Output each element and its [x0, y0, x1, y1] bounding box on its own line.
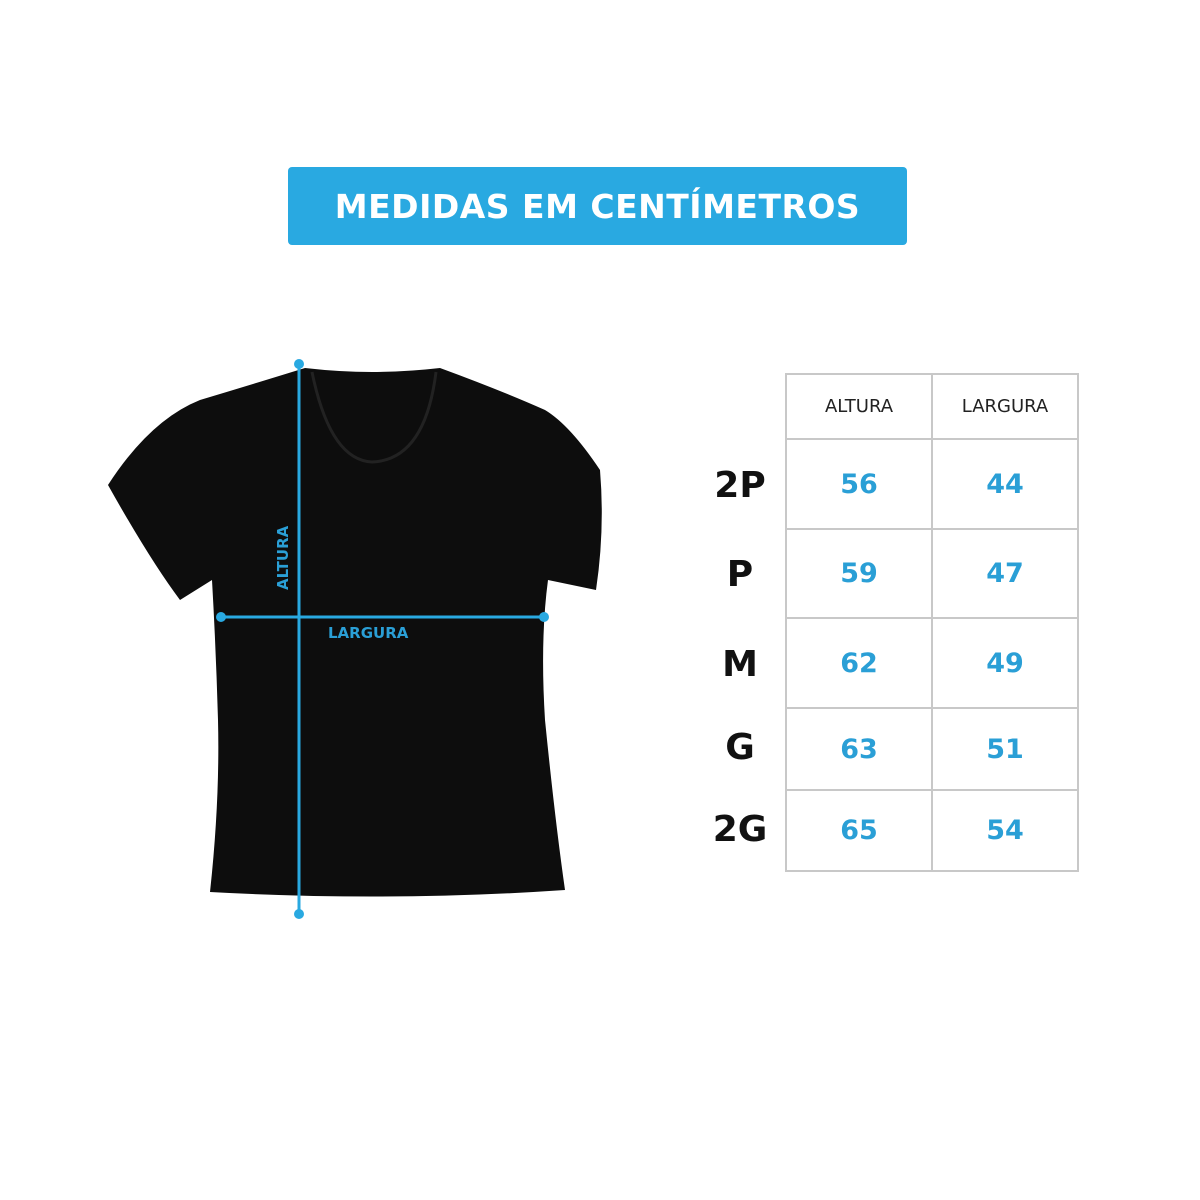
table-row: 59 47: [785, 528, 1079, 619]
header-largura: LARGURA: [931, 373, 1079, 440]
cell-largura: 51: [931, 707, 1079, 791]
cell-altura: 59: [785, 528, 933, 619]
height-label: ALTURA: [274, 525, 292, 590]
width-marker-left: [216, 612, 226, 622]
cell-altura: 65: [785, 789, 933, 872]
cell-largura: 44: [931, 438, 1079, 530]
tshirt-shape: [108, 368, 602, 897]
table-row: 56 44: [785, 438, 1079, 530]
cell-largura: 54: [931, 789, 1079, 872]
cell-altura: 56: [785, 438, 933, 530]
neckline: [310, 371, 438, 464]
width-marker-right: [539, 612, 549, 622]
table-row: 65 54: [785, 789, 1079, 872]
cell-largura: 49: [931, 617, 1079, 709]
size-label: P: [726, 554, 754, 595]
size-table: ALTURA LARGURA 56 44 59 47 62 49 63 51 65 54: [785, 373, 1079, 872]
table-header-row: ALTURA LARGURA: [785, 373, 1079, 440]
size-label: 2G: [712, 809, 768, 850]
height-marker-top: [294, 359, 304, 369]
size-label: M: [722, 644, 758, 685]
size-label: 2P: [714, 465, 766, 506]
table-row: 63 51: [785, 707, 1079, 791]
height-marker-bottom: [294, 909, 304, 919]
size-label: G: [725, 727, 755, 768]
cell-largura: 47: [931, 528, 1079, 619]
title-banner: MEDIDAS EM CENTÍMETROS: [288, 167, 907, 245]
table-row: 62 49: [785, 617, 1079, 709]
cell-altura: 62: [785, 617, 933, 709]
cell-altura: 63: [785, 707, 933, 791]
header-altura: ALTURA: [785, 373, 933, 440]
width-label: LARGURA: [328, 624, 409, 642]
